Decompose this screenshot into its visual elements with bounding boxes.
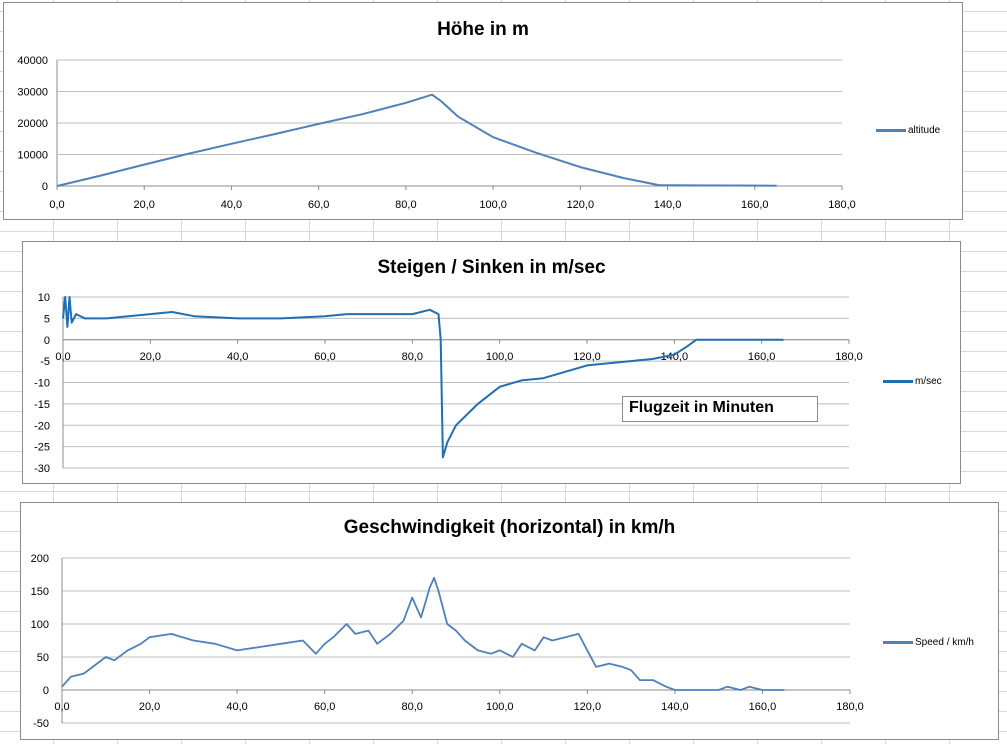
x-tick-label: 100,0 [486, 701, 514, 713]
y-tick-label: 10000 [17, 150, 48, 162]
y-tick-label: 5 [44, 313, 50, 325]
y-tick-label: 10 [38, 292, 50, 304]
y-tick-label: 100 [31, 619, 49, 631]
series-line [56, 93, 777, 187]
x-tick-label: 100,0 [479, 199, 507, 211]
x-tick-label: 40,0 [227, 351, 248, 363]
y-tick-label: -25 [34, 442, 50, 454]
x-tick-label: 0,0 [49, 199, 64, 211]
altitude-chart[interactable]: Höhe in m 0 10000 20000 30000 40000 0,0 20,0 40… [3, 2, 963, 220]
x-tick-label: 80,0 [402, 351, 423, 363]
y-tick-label: -15 [34, 399, 50, 411]
x-tick-label: 160,0 [748, 351, 776, 363]
chart-title: Höhe in m [437, 19, 529, 40]
legend: m/sec [883, 376, 942, 387]
legend-label: m/sec [915, 376, 942, 387]
y-tick-label: 200 [31, 553, 49, 565]
y-tick-label: 0 [42, 181, 48, 193]
x-tick-label: 120,0 [574, 701, 602, 713]
y-tick-label: -50 [33, 718, 49, 730]
y-tick-label: 0 [43, 685, 49, 697]
legend-swatch [883, 380, 913, 383]
y-tick-label: 30000 [17, 87, 48, 99]
y-tick-label: -20 [34, 420, 50, 432]
y-tick-label: -10 [34, 378, 50, 390]
legend-label: Speed / km/h [915, 637, 974, 648]
x-tick-label: 40,0 [226, 701, 247, 713]
chart-title: Steigen / Sinken in m/sec [377, 257, 606, 278]
y-tick-label: -5 [40, 356, 50, 368]
x-tick-label: 180,0 [836, 701, 864, 713]
x-tick-label: 160,0 [741, 199, 769, 211]
legend-swatch [876, 129, 906, 132]
y-tick-label: 20000 [17, 118, 48, 130]
series-line [61, 576, 785, 691]
x-tick-label: 80,0 [395, 199, 416, 211]
speed-plot: 200 150 100 50 0 -50 0,0 20,0 40,0 60,0 80,0 100,0 1… [31, 553, 864, 730]
x-tick-label: 160,0 [749, 701, 777, 713]
x-tick-label: 60,0 [308, 199, 329, 211]
legend: Speed / km/h [883, 637, 974, 648]
x-tick-label: 140,0 [661, 701, 689, 713]
x-tick-label: 100,0 [486, 351, 514, 363]
y-tick-label: 0 [44, 335, 50, 347]
x-tick-label: 80,0 [402, 701, 423, 713]
altitude-plot: 0 10000 20000 30000 40000 0,0 20,0 40,0 60,0 80,0… [17, 55, 856, 211]
climb-rate-plot: 10 5 0 -5 -10 -15 -20 -25 -30 0,0 20,0 40,0 60,0 80,0… [34, 292, 863, 475]
legend: altitude [876, 125, 940, 136]
x-tick-label: 120,0 [567, 199, 595, 211]
x-tick-label: 120,0 [573, 351, 601, 363]
legend-swatch [883, 641, 913, 644]
legend-label: altitude [908, 125, 941, 136]
climb-rate-chart[interactable]: Steigen / Sinken in m/sec 10 5 0 -5 -10 -15 -2… [22, 241, 961, 484]
x-tick-label: 180,0 [835, 351, 863, 363]
x-tick-label: 180,0 [828, 199, 856, 211]
chart-title: Geschwindigkeit (horizontal) in km/h [343, 517, 676, 538]
x-tick-label: 40,0 [221, 199, 242, 211]
x-tick-label: 140,0 [661, 351, 689, 363]
y-tick-label: -30 [34, 463, 50, 475]
x-tick-label: 0,0 [55, 351, 70, 363]
speed-chart[interactable]: Geschwindigkeit (horizontal) in km/h 200… [20, 502, 999, 740]
x-tick-label: 60,0 [314, 701, 335, 713]
x-tick-label: 20,0 [139, 701, 160, 713]
x-tick-label: 0,0 [54, 701, 69, 713]
x-tick-label: 20,0 [140, 351, 161, 363]
series-line [62, 296, 784, 459]
y-tick-label: 50 [37, 652, 49, 664]
y-tick-label: 150 [31, 586, 49, 598]
x-tick-label: 140,0 [654, 199, 682, 211]
x-axis-annotation: Flugzeit in Minuten [622, 396, 818, 422]
x-tick-label: 20,0 [134, 199, 155, 211]
x-tick-label: 60,0 [314, 351, 335, 363]
y-tick-label: 40000 [17, 55, 48, 67]
